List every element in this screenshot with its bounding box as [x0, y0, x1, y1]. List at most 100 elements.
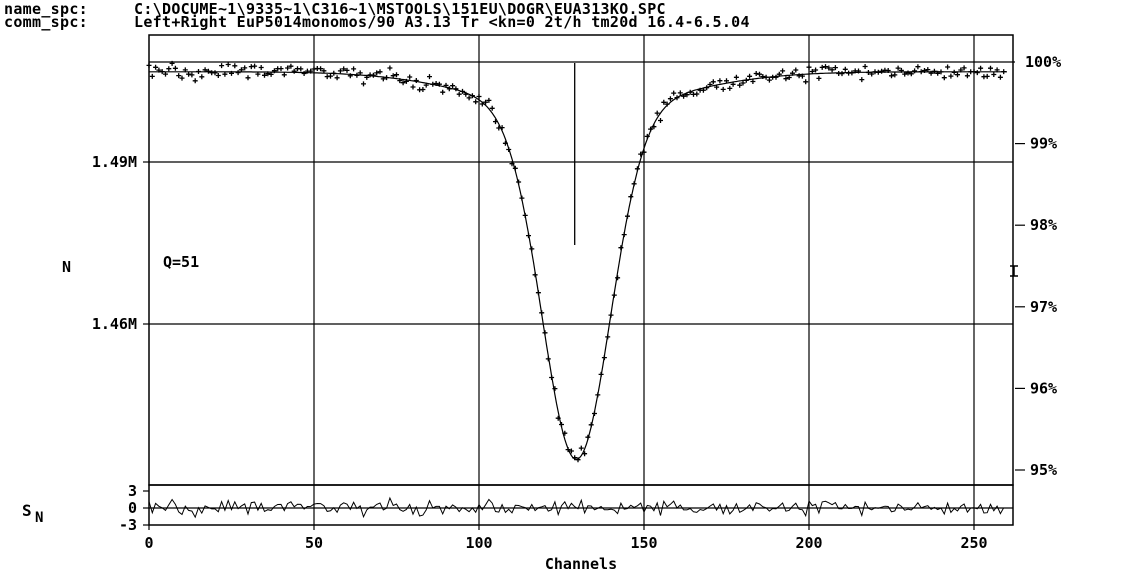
data-point: [733, 74, 739, 80]
y-right-tick-label-96: 96%: [1030, 379, 1057, 397]
data-point: [176, 73, 182, 79]
data-point: [489, 105, 495, 111]
data-point: [245, 75, 251, 81]
data-point: [328, 73, 333, 79]
residual-tick-label-3: 3: [128, 482, 137, 500]
x-tick-label-100: 100: [465, 534, 492, 552]
data-point: [809, 69, 815, 74]
data-point: [337, 68, 343, 74]
chart-grid: [149, 35, 1015, 525]
residual-line: [148, 496, 1005, 519]
data-point: [889, 73, 894, 79]
data-point: [997, 74, 1003, 80]
data-point: [440, 89, 446, 95]
data-point: [456, 91, 462, 97]
y-right-tick-label-100: 100%: [1025, 53, 1061, 71]
data-point: [941, 75, 947, 81]
data-point: [258, 65, 264, 70]
data-point: [658, 118, 663, 123]
data-point: [212, 70, 218, 76]
data-point: [780, 68, 786, 74]
data-point: [991, 72, 997, 77]
data-point: [964, 73, 970, 79]
data-point: [757, 71, 762, 77]
axis-ticks: [143, 143, 1025, 530]
x-tick-label-200: 200: [795, 534, 822, 552]
data-point: [318, 66, 324, 72]
comm-spc-line: comm_spc: Left+Right EuP5014monomos/90 A3…: [4, 15, 750, 30]
data-point: [466, 95, 472, 101]
data-point: [879, 68, 885, 74]
data-point: [486, 97, 492, 103]
main-plot-panel: [148, 34, 1014, 486]
data-point: [390, 73, 396, 79]
data-point: [717, 78, 723, 84]
data-point: [974, 70, 980, 76]
data-point: [179, 75, 185, 81]
data-point: [806, 64, 812, 70]
error-bar-icon: [1010, 265, 1018, 277]
data-point: [724, 78, 729, 84]
data-point: [737, 82, 743, 88]
data-point: [667, 96, 673, 102]
data-point: [235, 70, 241, 76]
data-point: [988, 65, 993, 71]
name-spc-value: C:\DOCUME~1\9335~1\C316~1\MSTOOLS\151EU\…: [134, 0, 666, 18]
data-point: [341, 66, 347, 72]
data-point: [766, 77, 772, 83]
data-point: [955, 72, 960, 78]
data-point: [420, 87, 426, 92]
data-point: [829, 67, 835, 73]
data-point: [694, 91, 700, 97]
data-point: [578, 445, 584, 451]
y-axis-label: N: [62, 258, 71, 276]
data-point: [948, 73, 954, 79]
data-point: [552, 386, 558, 392]
data-point: [473, 99, 479, 105]
data-point: [819, 64, 825, 70]
data-point: [410, 84, 416, 90]
data-point: [892, 72, 898, 78]
data-point: [387, 65, 393, 71]
residual-plot-panel: [148, 484, 1014, 526]
data-point: [747, 73, 753, 79]
data-point: [826, 65, 832, 71]
data-point: [172, 65, 178, 71]
data-point: [427, 74, 432, 80]
data-point: [984, 73, 990, 79]
data-point: [945, 64, 951, 70]
data-point: [813, 67, 819, 73]
data-point: [219, 63, 225, 69]
data-point: [753, 71, 759, 76]
data-point: [803, 79, 809, 85]
data-point: [476, 94, 482, 99]
x-tick-label-150: 150: [630, 534, 657, 552]
comm-spc-value: Left+Right EuP5014monomos/90 A3.13 Tr <k…: [134, 13, 750, 31]
data-point: [483, 99, 489, 105]
y-right-tick-label-99: 99%: [1030, 135, 1057, 153]
data-point: [720, 86, 726, 92]
main-plot-frame: [148, 34, 1014, 486]
data-point: [225, 62, 231, 67]
data-point: [823, 64, 828, 70]
data-point: [186, 71, 192, 77]
data-point: [242, 65, 248, 71]
data-point: [740, 80, 746, 86]
data-point: [783, 76, 789, 82]
data-point: [169, 60, 175, 66]
data-point: [163, 71, 168, 77]
data-point: [189, 72, 195, 78]
y-right-tick-label-95: 95%: [1030, 461, 1057, 479]
data-point: [568, 448, 574, 454]
data-point: [859, 77, 865, 83]
data-point: [710, 79, 716, 85]
data-point: [222, 71, 228, 77]
data-point: [394, 72, 399, 78]
data-point: [153, 64, 159, 70]
data-point: [285, 65, 291, 71]
data-point: [298, 66, 304, 72]
data-point: [832, 65, 838, 71]
residual-plot-frame: [148, 484, 1014, 526]
data-point: [146, 62, 152, 68]
